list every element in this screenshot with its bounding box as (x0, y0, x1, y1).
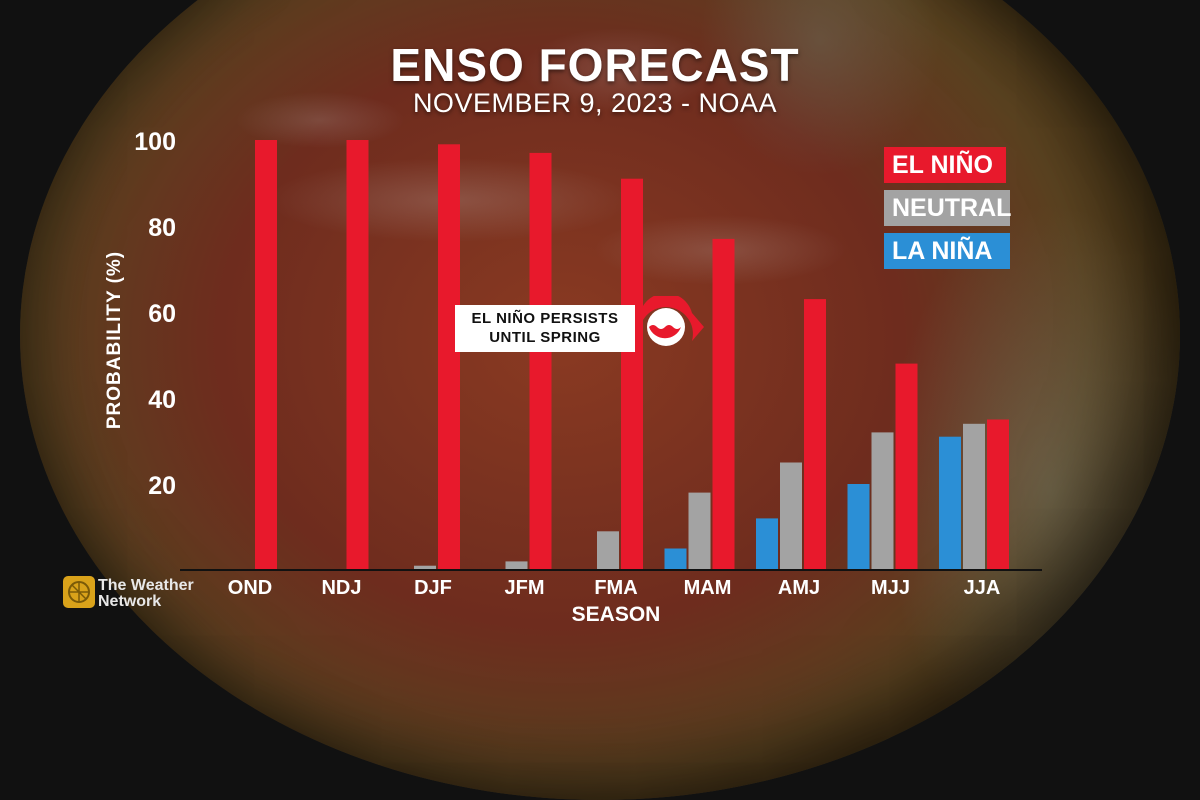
brand-line-1: The Weather (98, 577, 194, 594)
brand-line-2: Network (98, 593, 162, 610)
callout-box: EL NIÑO PERSISTS UNTIL SPRING (455, 305, 635, 352)
bar-mam-2 (712, 238, 735, 570)
bar-jja-2 (987, 419, 1009, 570)
x-tick-label-amj: AMJ (778, 577, 820, 599)
x-tick-label-jja: JJA (964, 577, 1001, 599)
bar-amj-2 (804, 299, 826, 570)
y-tick-label-2: 60 (148, 300, 176, 328)
legend-item-1: NEUTRAL (884, 190, 1011, 226)
y-axis-title: PROBABILITY (%) (104, 251, 125, 429)
legend-item-0: EL NIÑO (884, 147, 1006, 183)
bar-fma-1 (597, 531, 619, 570)
legend-item-2: LA NIÑA (884, 233, 1010, 269)
x-tick-label-ond: OND (228, 577, 272, 599)
bar-mjj-1 (871, 432, 894, 570)
bar-jja-0 (939, 436, 961, 570)
bar-mjj-0 (847, 484, 870, 570)
bar-amj-0 (756, 518, 778, 570)
x-tick-label-mjj: MJJ (871, 577, 910, 599)
x-tick-label-jfm: JFM (505, 577, 545, 599)
bar-fma-2 (621, 178, 643, 570)
brand-name: The Weather Network (98, 578, 194, 610)
bar-djf-2 (438, 144, 460, 571)
x-tick-label-djf: DJF (414, 577, 452, 599)
bar-ond-2 (255, 140, 277, 570)
x-axis-title: SEASON (572, 603, 661, 626)
callout-line-2: UNTIL SPRING (489, 329, 601, 346)
globe-background (20, 0, 1180, 800)
bar-mam-1 (688, 492, 711, 570)
callout-line-1: EL NIÑO PERSISTS (471, 310, 619, 327)
warm-water-icon (639, 296, 704, 346)
y-tick-label-3: 80 (148, 214, 176, 242)
y-tick-label-0: 20 (148, 472, 176, 500)
bar-jja-1 (963, 423, 985, 570)
bar-mam-0 (664, 548, 687, 570)
bar-jfm-2 (529, 152, 552, 570)
x-tick-label-fma: FMA (594, 577, 637, 599)
bar-mjj-2 (895, 363, 918, 570)
bar-jfm-1 (505, 561, 528, 570)
chart-title: ENSO FORECAST (390, 39, 800, 91)
bar-ndj-2 (346, 140, 369, 570)
x-tick-label-ndj: NDJ (321, 577, 361, 599)
bar-djf-1 (414, 565, 436, 570)
x-tick-label-mam: MAM (684, 577, 732, 599)
y-tick-label-4: 100 (134, 128, 176, 156)
bar-amj-1 (780, 462, 802, 570)
y-tick-label-1: 40 (148, 386, 176, 414)
weather-network-logo-icon (63, 576, 95, 608)
chart-subtitle: NOVEMBER 9, 2023 - NOAA (412, 88, 778, 118)
